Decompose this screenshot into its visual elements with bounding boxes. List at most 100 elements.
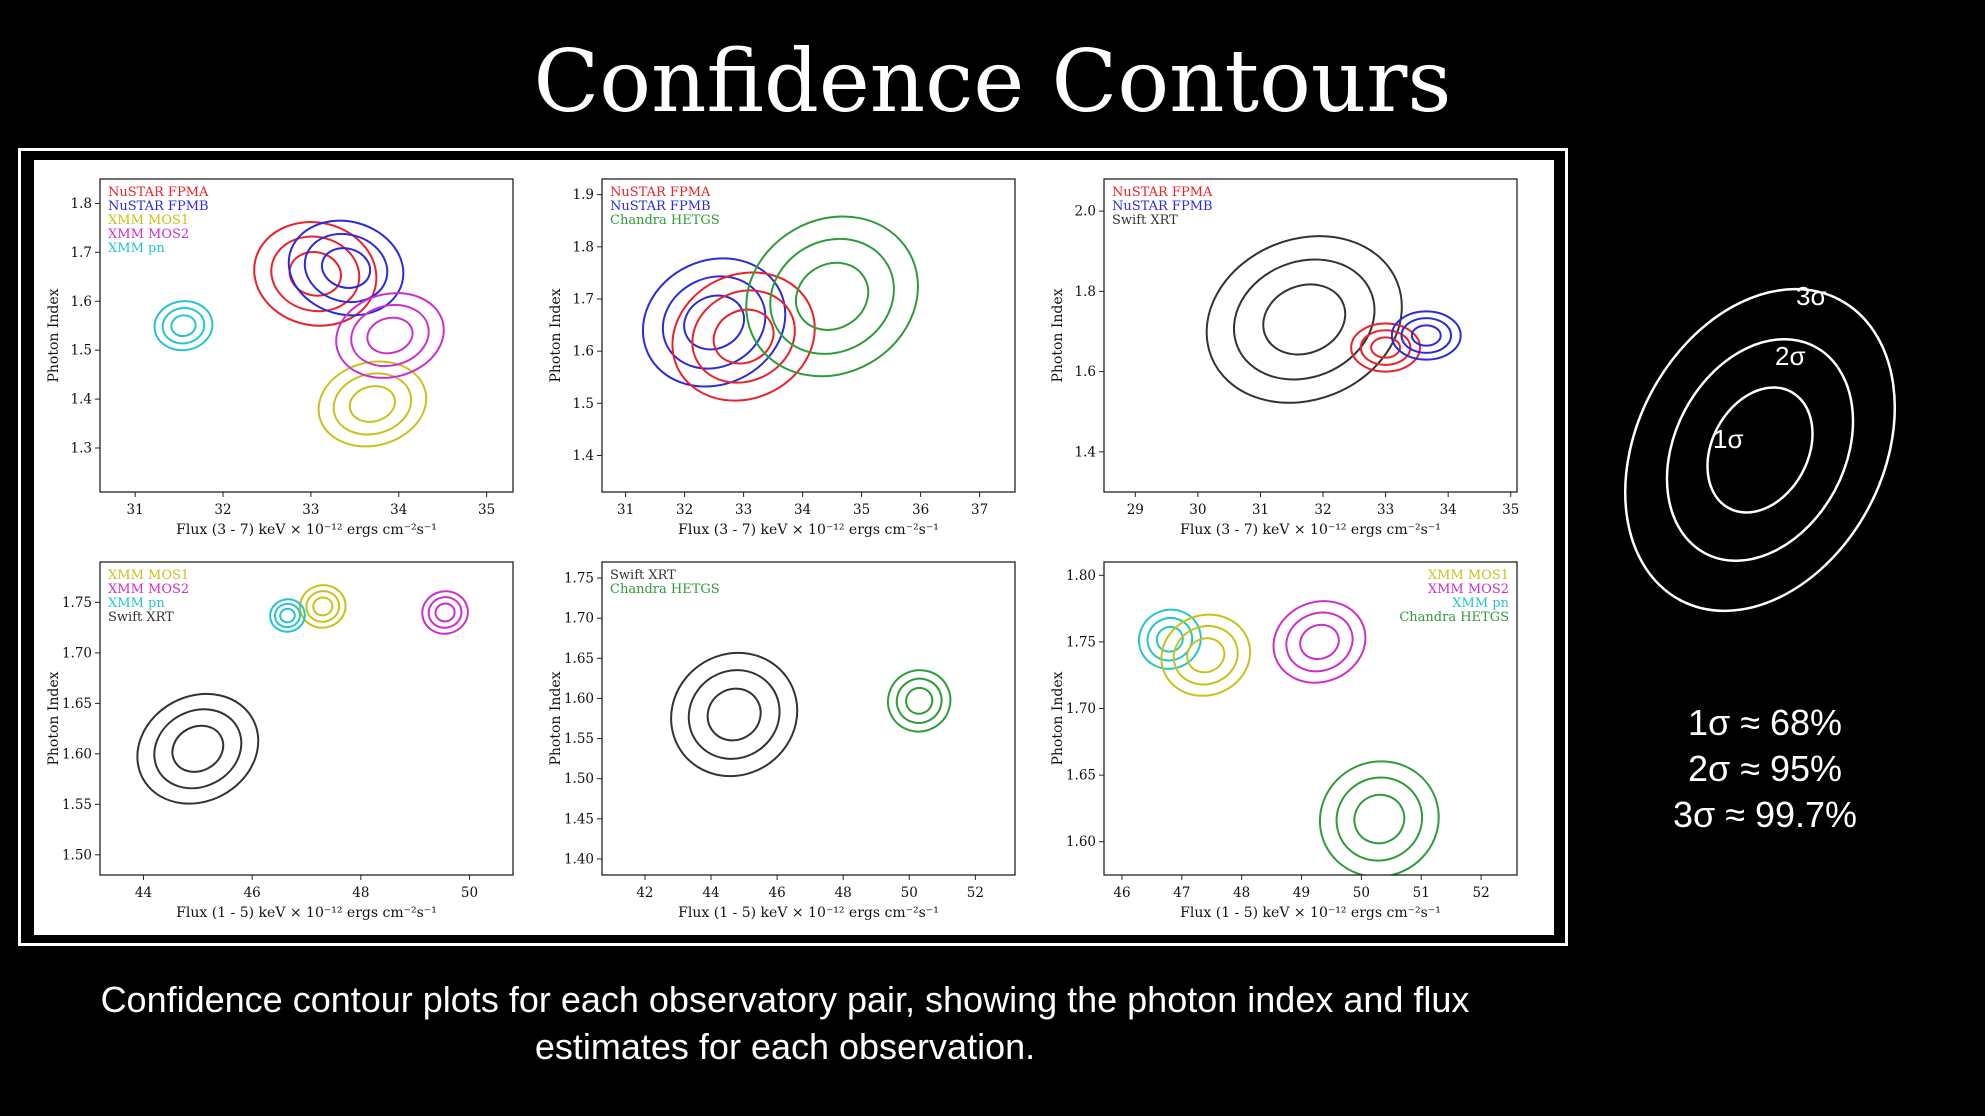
contour-3sigma [287, 219, 405, 317]
sigma-ellipse-3 [1623, 287, 1897, 613]
sigma-percent-2: 2σ ≈ 95% [1687, 748, 1843, 789]
contour-1sigma [348, 385, 397, 423]
legend-entry: XMM MOS2 [1428, 582, 1509, 597]
x-tick-label: 49 [1293, 885, 1310, 901]
legend-entry: XMM MOS1 [108, 213, 189, 228]
contour-1sigma [706, 687, 762, 742]
x-tick-label: 37 [971, 502, 988, 518]
x-tick-label: 31 [1252, 502, 1269, 518]
y-tick-label: 1.55 [564, 731, 594, 747]
contour-3sigma [641, 257, 787, 388]
contour-2sigma [303, 232, 389, 304]
y-axis-label: Photon Index [548, 288, 564, 382]
plot-frame [601, 561, 1016, 876]
sigma-label-3: 3σ [1796, 281, 1827, 311]
subplot-5: 42 44 46 48 50 52 1.40 1.45 1.50 1.55 1.60 1.65 1.70… [548, 561, 1016, 921]
y-axis-label: Photon Index [46, 288, 62, 382]
x-tick-label: 46 [1113, 885, 1130, 901]
x-axis-label: Flux (1 - 5) keV × 10⁻¹² ergs cm⁻²s⁻¹ [678, 905, 939, 921]
legend-entry: XMM pn [1452, 596, 1509, 611]
x-tick-label: 47 [1173, 885, 1190, 901]
x-tick-label: 34 [1440, 502, 1457, 518]
legend-entry: XMM pn [108, 241, 165, 256]
y-axis-label: Photon Index [1050, 671, 1066, 765]
y-tick-label: 1.8 [71, 196, 92, 212]
contour-3sigma [421, 590, 469, 635]
contour-1sigma [1299, 623, 1340, 661]
contour-1sigma [171, 724, 225, 773]
x-tick-label: 48 [1233, 885, 1250, 901]
legend-entry: Swift XRT [610, 568, 676, 583]
y-tick-label: 1.50 [564, 771, 594, 787]
x-tick-label: 35 [478, 502, 495, 518]
y-tick-label: 1.6 [1075, 364, 1096, 380]
x-tick-label: 32 [676, 502, 693, 518]
subplot-6: 46 47 48 49 50 51 52 1.60 1.65 1.70 1.75 1.80 Flux (… [1050, 561, 1518, 921]
contour-3sigma [153, 300, 214, 352]
plot-frame [1103, 178, 1518, 493]
y-tick-label: 1.4 [1075, 444, 1096, 460]
y-tick-label: 1.8 [573, 239, 594, 255]
plot-frame [99, 178, 514, 493]
y-tick-label: 1.70 [62, 645, 92, 661]
contour-group [1205, 235, 1462, 404]
legend-entry: Chandra HETGS [610, 582, 720, 597]
sigma-percent-list: 1σ ≈ 68% 2σ ≈ 95% 3σ ≈ 99.7% [1635, 700, 1895, 838]
contour-1sigma [320, 247, 372, 289]
x-axis-label: Flux (1 - 5) keV × 10⁻¹² ergs cm⁻²s⁻¹ [1180, 905, 1441, 921]
contour-1sigma [905, 686, 934, 715]
slide-caption: Confidence contour plots for each observ… [100, 979, 1470, 1067]
y-tick-label: 1.65 [1066, 768, 1096, 784]
legend-entry: NuSTAR FPMA [610, 185, 711, 200]
subplot-3: 29 30 31 32 33 34 35 1.4 1.6 1.8 2.0 Flux (3 - 7) k… [1050, 178, 1519, 538]
legend-entry: XMM MOS2 [108, 227, 189, 242]
contour-1sigma [312, 596, 334, 617]
y-tick-label: 1.40 [564, 851, 594, 867]
contour-group [670, 651, 952, 778]
contour-1sigma [1353, 793, 1406, 845]
contour-3sigma [1350, 322, 1422, 373]
contour-3sigma [745, 215, 919, 378]
contour-group [153, 219, 445, 448]
contour-1sigma [170, 314, 197, 338]
y-tick-label: 1.6 [71, 294, 92, 310]
x-tick-label: 46 [244, 885, 261, 901]
x-tick-label: 35 [853, 502, 870, 518]
x-tick-label: 33 [1377, 502, 1394, 518]
contour-1sigma [712, 308, 775, 365]
contour-3sigma [886, 669, 952, 733]
contour-1sigma [1262, 283, 1347, 356]
contour-2sigma [1359, 329, 1412, 366]
sigma-label-1: 1σ [1713, 424, 1744, 454]
legend-entry: NuSTAR FPMA [1112, 185, 1213, 200]
contour-3sigma [253, 221, 378, 327]
x-tick-label: 48 [352, 885, 369, 901]
y-tick-label: 1.50 [62, 847, 92, 863]
contour-3sigma [1160, 613, 1252, 697]
legend-entry: XMM pn [108, 596, 165, 611]
x-tick-label: 50 [1353, 885, 1370, 901]
contour-2sigma [687, 669, 781, 760]
legend-entry: NuSTAR FPMB [610, 199, 711, 214]
y-tick-label: 1.45 [564, 811, 594, 827]
y-tick-label: 1.60 [1066, 834, 1096, 850]
x-tick-label: 33 [302, 502, 319, 518]
x-tick-label: 35 [1502, 502, 1519, 518]
y-tick-label: 1.4 [573, 448, 594, 464]
x-tick-label: 46 [769, 885, 786, 901]
contour-3sigma [1318, 760, 1440, 875]
contour-3sigma [136, 692, 260, 805]
x-tick-label: 50 [901, 885, 918, 901]
y-axis-label: Photon Index [46, 671, 62, 765]
contour-3sigma [335, 292, 445, 379]
legend-entry: NuSTAR FPMB [108, 199, 209, 214]
x-tick-label: 29 [1127, 502, 1144, 518]
sigma-percent-1: 1σ ≈ 68% [1687, 702, 1843, 743]
legend-entry: Swift XRT [1112, 213, 1178, 228]
y-tick-label: 1.55 [62, 797, 92, 813]
y-tick-label: 1.80 [1066, 568, 1096, 584]
contour-3sigma [671, 271, 816, 402]
contour-2sigma [273, 602, 301, 629]
contour-2sigma [427, 596, 463, 629]
legend-entry: Swift XRT [108, 610, 174, 625]
